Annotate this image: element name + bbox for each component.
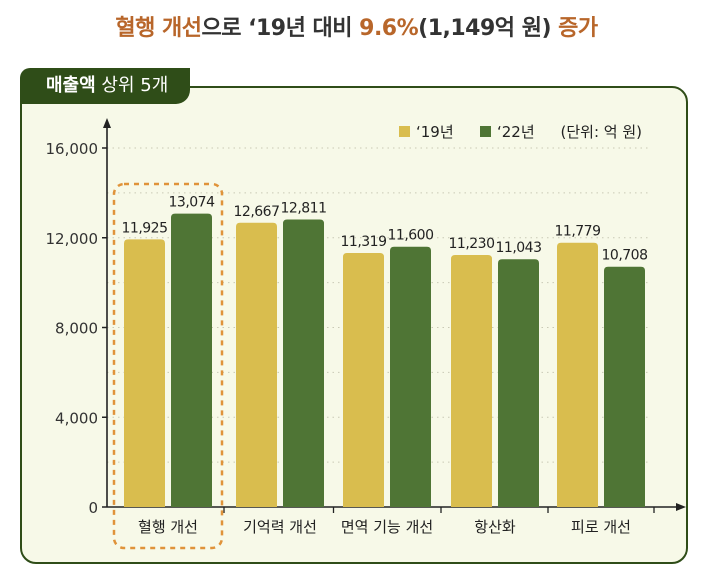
bar: [451, 255, 492, 507]
data-label: 11,600: [388, 228, 434, 244]
data-label: 11,230: [449, 236, 495, 252]
y-tick-label: 0: [88, 499, 98, 517]
bar: [124, 239, 165, 508]
y-tick-label: 4,000: [55, 409, 98, 427]
legend-swatch: [399, 126, 410, 137]
panel-tag-bold: 매출액: [46, 75, 96, 96]
x-tick-label: 혈행 개선: [138, 518, 198, 536]
x-tick-label: 항산화: [474, 518, 516, 536]
data-label: 11,043: [496, 240, 542, 256]
bar: [343, 253, 384, 507]
y-tick-label: 12,000: [46, 230, 99, 248]
panel-tag-rest: 상위 5개: [95, 75, 169, 96]
x-tick-label: 기억력 개선: [243, 518, 317, 536]
bar: [283, 219, 324, 507]
bar: [390, 246, 431, 507]
highlight-box: [112, 182, 224, 550]
bar: [498, 259, 539, 507]
y-tick-label: 8,000: [55, 320, 98, 338]
data-label: 12,811: [281, 201, 327, 217]
x-tick-label: 피로 개선: [571, 518, 631, 536]
headline-accent-percent: 9.6%: [359, 16, 419, 41]
legend-label: ‘19년: [416, 123, 454, 141]
data-label: 11,925: [122, 220, 168, 236]
x-axis-arrow: [676, 503, 686, 511]
y-tick-label: 16,000: [46, 140, 99, 158]
unit-label: (단위: 억 원): [561, 123, 643, 141]
data-label: 11,319: [341, 234, 387, 250]
bar: [236, 222, 277, 508]
data-label: 12,667: [234, 204, 280, 220]
x-tick-label: 면역 기능 개선: [341, 518, 433, 536]
data-label: 10,708: [602, 248, 648, 264]
data-label: 11,779: [555, 224, 601, 240]
y-axis-arrow: [103, 118, 111, 128]
panel-tag: 매출액 상위 5개: [20, 68, 191, 104]
data-label: 13,074: [169, 195, 216, 211]
headline-accent-increase: 증가: [558, 16, 598, 41]
legend-label: ‘22년: [497, 123, 535, 141]
bar: [557, 242, 598, 508]
legend-swatch: [480, 126, 491, 137]
bar: [604, 266, 645, 507]
headline: 혈행 개선으로 ‘19년 대비 9.6%(1,149억 원) 증가: [0, 10, 713, 42]
headline-text: 으로 ‘19년 대비: [201, 16, 360, 41]
headline-text-amount: (1,149억 원): [418, 16, 559, 41]
bar: [171, 213, 212, 507]
headline-accent-category: 혈행 개선: [115, 16, 202, 41]
